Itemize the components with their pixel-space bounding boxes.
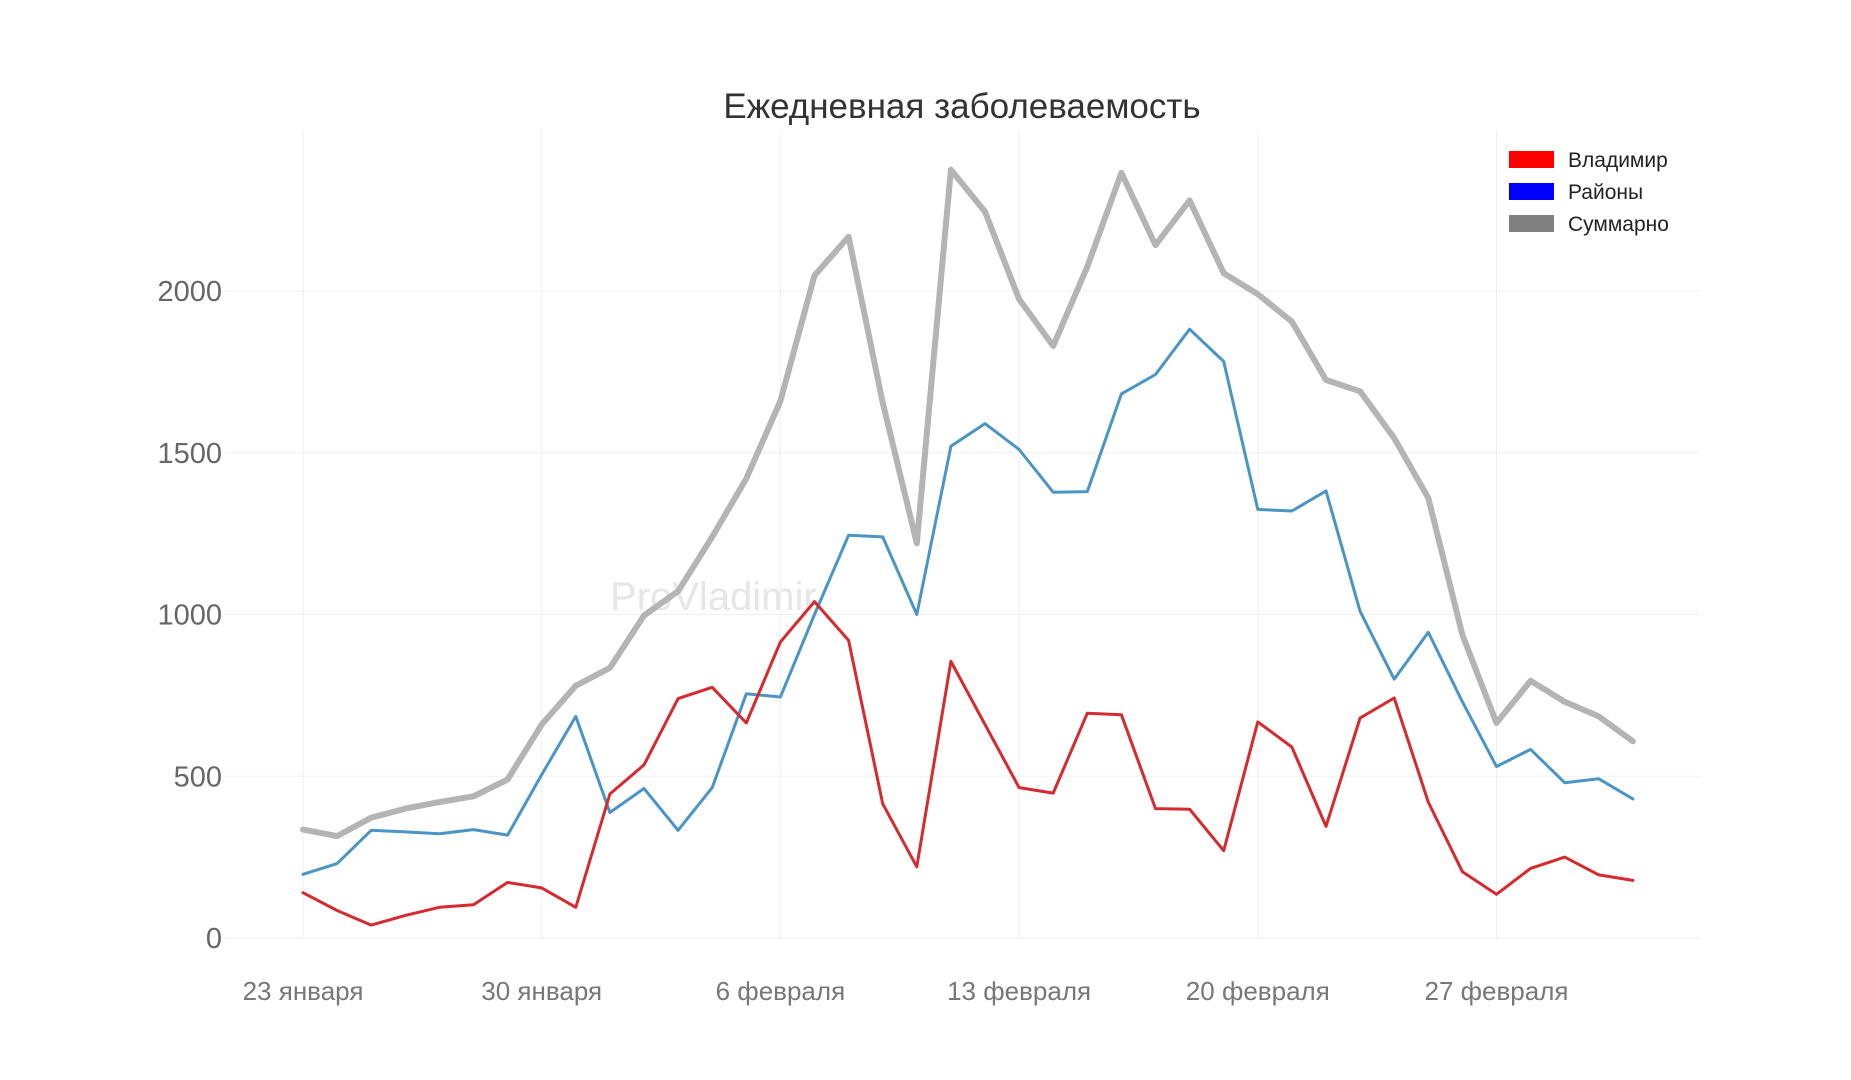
- watermark: ProVladimir: [610, 575, 817, 619]
- x-tick-label: 23 января: [243, 976, 364, 1006]
- legend-label: Суммарно: [1568, 213, 1669, 236]
- legend-swatch: [1509, 183, 1554, 200]
- legend-swatch: [1509, 215, 1554, 232]
- grid: [225, 130, 1700, 940]
- x-tick-label: 27 февраля: [1425, 976, 1569, 1006]
- y-tick-label: 1000: [157, 600, 222, 632]
- series-line-vladimir: [301, 600, 1635, 927]
- x-tick-label: 13 февраля: [947, 976, 1091, 1006]
- x-axis: 23 января 30 января 6 февраля 13 февраля 20 …: [243, 976, 1569, 1006]
- x-tick-label: 20 февраля: [1186, 976, 1330, 1006]
- legend-label: Владимир: [1568, 149, 1668, 172]
- x-tick-label: 6 февраля: [716, 976, 846, 1006]
- series-line-summarno: [300, 166, 1636, 840]
- plot-area: [300, 166, 1636, 927]
- legend-label: Районы: [1568, 181, 1643, 204]
- legend: Владимир Районы Суммарно: [1509, 149, 1669, 236]
- x-tick-label: 30 января: [481, 976, 602, 1006]
- y-axis: 0 500 1000 1500 2000: [157, 276, 222, 955]
- y-tick-label: 2000: [157, 276, 222, 308]
- y-tick-label: 1500: [157, 438, 222, 470]
- y-tick-label: 500: [174, 761, 222, 793]
- y-tick-label: 0: [206, 923, 222, 955]
- series-line-rayony: [301, 327, 1635, 876]
- chart-title: Ежедневная заболеваемость: [723, 87, 1200, 126]
- legend-swatch: [1509, 151, 1554, 168]
